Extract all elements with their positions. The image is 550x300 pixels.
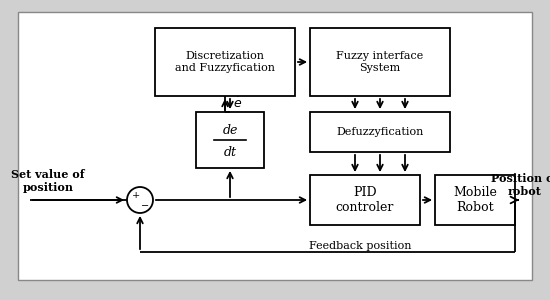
Text: Feedback position: Feedback position [309,241,411,251]
Text: Position of
robot: Position of robot [491,173,550,197]
Bar [435,175,515,225]
Text: +: + [132,191,140,200]
Text: Fuzzy interface
System: Fuzzy interface System [337,51,424,73]
Text: de: de [222,124,238,136]
Bar [310,175,420,225]
Bar [155,28,295,96]
Text: $\dot{e}$: $\dot{e}$ [233,97,243,111]
Bar [196,112,264,168]
Text: −: − [141,202,149,211]
Bar [310,112,450,152]
Text: Defuzzyfication: Defuzzyfication [336,127,424,137]
Text: Discretization
and Fuzzyfication: Discretization and Fuzzyfication [175,51,275,73]
Bar [310,28,450,96]
Bar [18,12,532,280]
Text: dt: dt [223,146,236,158]
Text: PID
controler: PID controler [336,186,394,214]
Text: Mobile
Robot: Mobile Robot [453,186,497,214]
Text: Set value of
position: Set value of position [11,169,85,193]
